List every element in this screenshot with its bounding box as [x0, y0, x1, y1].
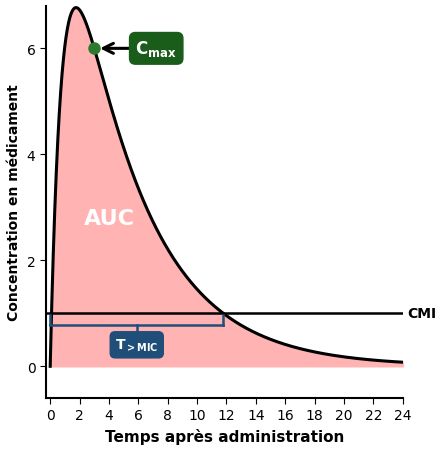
Text: $\mathbf{T_{>MIC}}$: $\mathbf{T_{>MIC}}$ — [115, 337, 159, 353]
X-axis label: Temps après administration: Temps après administration — [105, 428, 344, 444]
Text: AUC: AUC — [83, 208, 134, 228]
Text: $\mathbf{C_{max}}$: $\mathbf{C_{max}}$ — [136, 39, 177, 59]
Y-axis label: Concentration en médicament: Concentration en médicament — [7, 84, 21, 321]
Text: CMI: CMI — [407, 307, 436, 321]
